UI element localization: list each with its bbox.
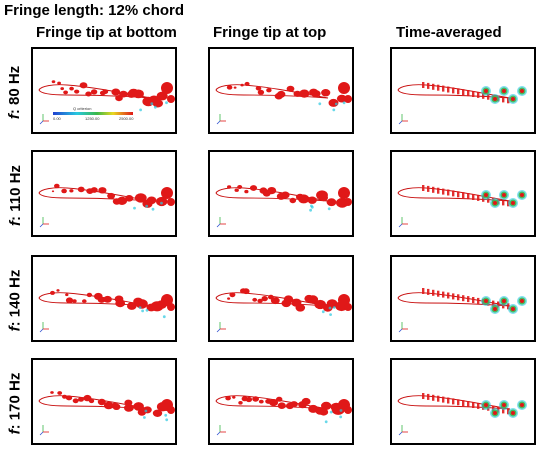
vortex-structures (50, 289, 175, 319)
axis-triad-icon (216, 425, 226, 436)
airfoil-outline (215, 84, 329, 99)
vortex-visualization (397, 185, 527, 228)
simulation-panel (208, 47, 354, 134)
colorbar-title: Q criterion (73, 106, 91, 111)
vortex-structures (422, 288, 527, 314)
row-label-80hz: f: 80 Hz (6, 65, 24, 119)
vortex-visualization (215, 395, 352, 436)
row-label-140hz: f: 140 Hz (6, 269, 24, 331)
colorbar-mid-label: 1250.00 (85, 116, 100, 121)
vortex-structures (51, 183, 175, 211)
simulation-panel (208, 255, 354, 342)
colorbar-max-label: 2500.00 (119, 116, 134, 121)
row-label-170hz: f: 170 Hz (6, 372, 24, 434)
axis-triad-icon (398, 425, 408, 436)
axis-triad-icon (398, 114, 408, 125)
vortex-structures (226, 81, 352, 112)
vortex-structures (422, 185, 527, 208)
simulation-panel (31, 358, 177, 445)
simulation-panel (390, 255, 536, 342)
column-header-tip-bottom: Fringe tip at bottom (36, 24, 177, 41)
axis-triad-icon (39, 425, 49, 436)
axis-triad-icon (216, 217, 226, 228)
vortex-structures (422, 82, 527, 104)
vortex-visualization (397, 82, 527, 125)
simulation-panel (208, 358, 354, 445)
vortex-structures (227, 288, 352, 316)
vortex-visualization (38, 289, 175, 333)
simulation-panel (31, 150, 177, 237)
axis-triad-icon (216, 322, 226, 333)
vortex-visualization (215, 185, 352, 228)
vortex-structures (51, 80, 175, 112)
column-header-tip-top: Fringe tip at top (213, 24, 327, 41)
axis-triad-icon (216, 114, 226, 125)
simulation-panel (390, 358, 536, 445)
figure-title: Fringe length: 12% chord (4, 2, 185, 19)
axis-triad-icon (39, 114, 49, 125)
axis-triad-icon (39, 217, 49, 228)
axis-triad-icon (398, 322, 408, 333)
simulation-panel (208, 150, 354, 237)
vortex-structures (422, 393, 527, 418)
vortex-visualization (38, 391, 175, 436)
vortex-visualization (397, 288, 527, 333)
vortex-structures (225, 395, 352, 424)
vortex-visualization (397, 393, 527, 436)
q-criterion-colorbar: Q criterion 0.00 1250.00 2500.00 (53, 106, 134, 121)
simulation-panel (390, 150, 536, 237)
vortex-structures (227, 185, 352, 212)
simulation-panel (390, 47, 536, 134)
axis-triad-icon (398, 217, 408, 228)
vortex-visualization (215, 288, 352, 333)
vortex-structures (50, 391, 175, 422)
simulation-panel: Q criterion 0.00 1250.00 2500.00 (31, 47, 177, 134)
colorbar-min-label: 0.00 (53, 116, 62, 121)
vortex-visualization (38, 183, 175, 228)
vortex-visualization (215, 81, 352, 125)
row-label-110hz: f: 110 Hz (6, 164, 24, 226)
vortex-visualization: Q criterion 0.00 1250.00 2500.00 (38, 80, 175, 125)
column-header-time-averaged: Time-averaged (396, 24, 502, 41)
simulation-panel (31, 255, 177, 342)
axis-triad-icon (39, 322, 49, 333)
